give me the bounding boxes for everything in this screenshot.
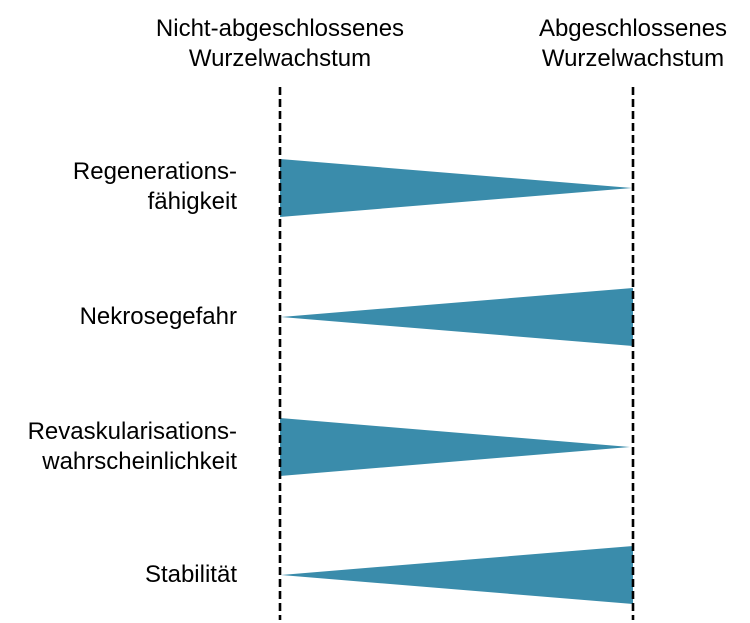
- row-label-line: Regenerations-: [72, 158, 237, 185]
- row-label-line: Nekrosegefahr: [79, 303, 237, 330]
- row-label-line: wahrscheinlichkeit: [42, 448, 237, 475]
- column-header-right-line1: Abgeschlossenes: [538, 15, 728, 42]
- wedge-nekrosegefahr: [281, 288, 633, 346]
- wedge-revaskularisationswahrscheinlichkeit: [280, 418, 630, 476]
- row-label-line: Revaskularisations-: [27, 418, 237, 445]
- column-header-left: Nicht-abgeschlossenes Wurzelwachstum: [110, 14, 450, 74]
- row-label-nekrosegefahr: Nekrosegefahr: [80, 302, 237, 332]
- wedge-stabilitaet: [281, 546, 633, 604]
- row-label-regenerationsfaehigkeit: Regenerations- fähigkeit: [73, 157, 237, 217]
- row-label-revaskularisationswahrscheinlichkeit: Revaskularisations- wahrscheinlichkeit: [28, 417, 237, 477]
- wedge-regenerationsfaehigkeit: [280, 159, 632, 217]
- column-header-right: Abgeschlossenes Wurzelwachstum: [463, 14, 750, 74]
- row-label-line: fähigkeit: [147, 188, 237, 215]
- row-label-stabilitaet: Stabilität: [145, 560, 237, 590]
- row-label-line: Stabilität: [144, 561, 237, 588]
- column-header-left-line1: Nicht-abgeschlossenes: [155, 15, 405, 42]
- column-header-left-line2: Wurzelwachstum: [188, 45, 372, 72]
- column-header-right-line2: Wurzelwachstum: [541, 45, 725, 72]
